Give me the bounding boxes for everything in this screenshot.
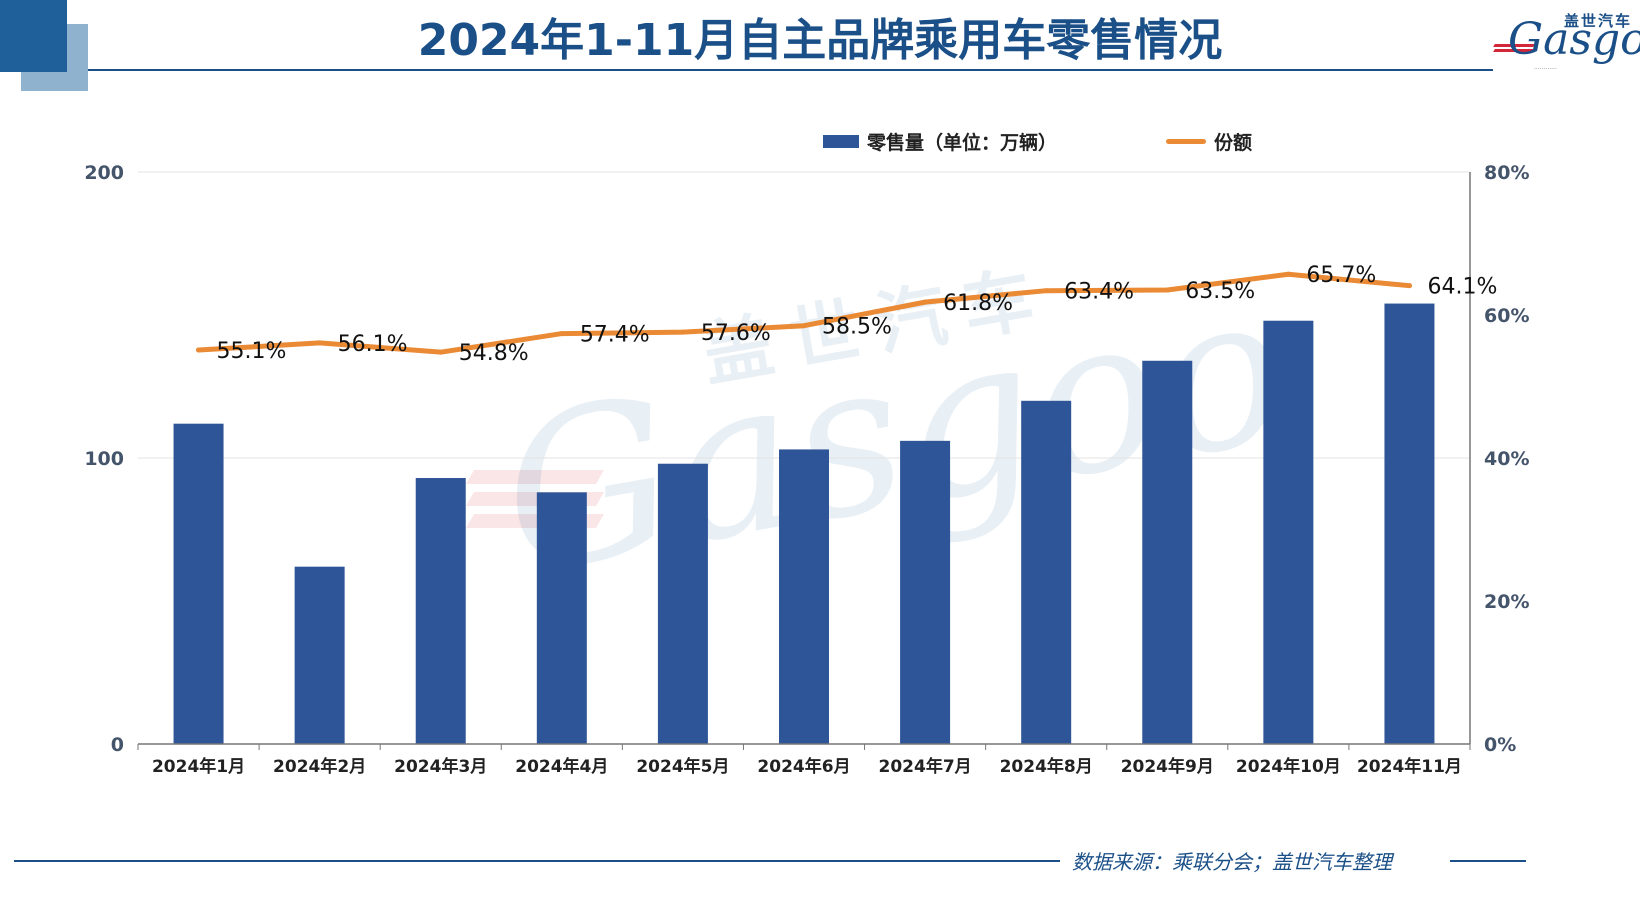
bar-sales	[1263, 320, 1314, 744]
x-tick-label: 2024年7月	[879, 756, 972, 777]
bar-sales	[657, 463, 708, 744]
bar-sales	[294, 566, 345, 744]
y-left-tick-label: 200	[84, 162, 124, 184]
x-tick-label: 2024年3月	[394, 756, 487, 777]
logo-tagline: ············	[1534, 66, 1557, 73]
y-left-tick-label: 0	[111, 734, 124, 756]
share-data-label: 65.7%	[1306, 263, 1376, 288]
corner-decoration-dark	[0, 0, 67, 72]
bar-sales	[900, 440, 951, 744]
y-left-tick-label: 100	[84, 448, 124, 470]
logo-wordmark: Gasgoo	[1508, 14, 1640, 65]
bar-sales	[536, 492, 587, 744]
share-point	[317, 340, 323, 346]
share-point	[680, 329, 686, 335]
share-point	[1406, 283, 1412, 289]
legend-label-share: 份额	[1214, 132, 1253, 154]
share-point	[922, 299, 928, 305]
y-right-tick-label: 0%	[1484, 734, 1516, 756]
share-data-label: 57.4%	[580, 323, 650, 348]
share-data-label: 64.1%	[1427, 275, 1497, 300]
data-source-note: 数据来源：乘联分会；盖世汽车整理	[1072, 850, 1392, 874]
share-data-label: 55.1%	[217, 339, 287, 364]
x-tick-label: 2024年6月	[757, 756, 850, 777]
legend-item-share: 份额	[1166, 128, 1252, 155]
y-right-tick-label: 80%	[1484, 162, 1529, 184]
legend-line-swatch	[1166, 139, 1206, 144]
legend-item-sales: 零售量（单位：万辆）	[823, 128, 1057, 155]
y-right-tick-label: 40%	[1484, 448, 1529, 470]
bar-sales	[173, 423, 224, 744]
x-tick-label: 2024年9月	[1121, 756, 1214, 777]
footer-divider-right	[1450, 860, 1526, 862]
share-data-label: 56.1%	[338, 332, 408, 357]
bar-sales	[415, 478, 466, 744]
legend-label-sales: 零售量（单位：万辆）	[867, 132, 1058, 154]
share-point	[559, 331, 565, 337]
share-point	[1043, 288, 1049, 294]
y-right-tick-label: 20%	[1484, 591, 1529, 613]
title-divider	[88, 69, 1493, 71]
legend-bar-swatch	[823, 135, 859, 148]
page-title: 2024年1-11月自主品牌乘用车零售情况	[417, 15, 1223, 66]
share-point	[801, 323, 807, 329]
share-data-label: 63.4%	[1064, 280, 1134, 305]
share-point	[1164, 287, 1170, 293]
share-data-label: 57.6%	[701, 321, 771, 346]
bar-sales	[1021, 400, 1072, 744]
bar-sales	[1384, 303, 1435, 744]
gasgoo-logo: Gasgoo 盖世汽车 ············	[1493, 6, 1640, 74]
x-tick-label: 2024年1月	[152, 756, 245, 777]
logo-chinese-name: 盖世汽车	[1563, 12, 1632, 30]
footer-divider-left	[14, 860, 1060, 862]
y-right-tick-label: 60%	[1484, 305, 1529, 327]
share-data-label: 61.8%	[943, 291, 1013, 316]
x-tick-label: 2024年5月	[636, 756, 729, 777]
share-point	[438, 349, 444, 355]
x-tick-label: 2024年11月	[1357, 756, 1462, 777]
x-tick-label: 2024年4月	[515, 756, 608, 777]
share-data-label: 54.8%	[459, 341, 529, 366]
bar-sales	[1142, 360, 1193, 744]
bar-sales	[779, 449, 829, 744]
x-tick-label: 2024年2月	[273, 756, 366, 777]
x-tick-label: 2024年8月	[1000, 756, 1093, 777]
share-data-label: 58.5%	[822, 315, 892, 340]
x-tick-label: 2024年10月	[1236, 756, 1341, 777]
share-data-label: 63.5%	[1185, 279, 1255, 304]
share-point	[1285, 271, 1291, 277]
share-point	[196, 347, 202, 353]
